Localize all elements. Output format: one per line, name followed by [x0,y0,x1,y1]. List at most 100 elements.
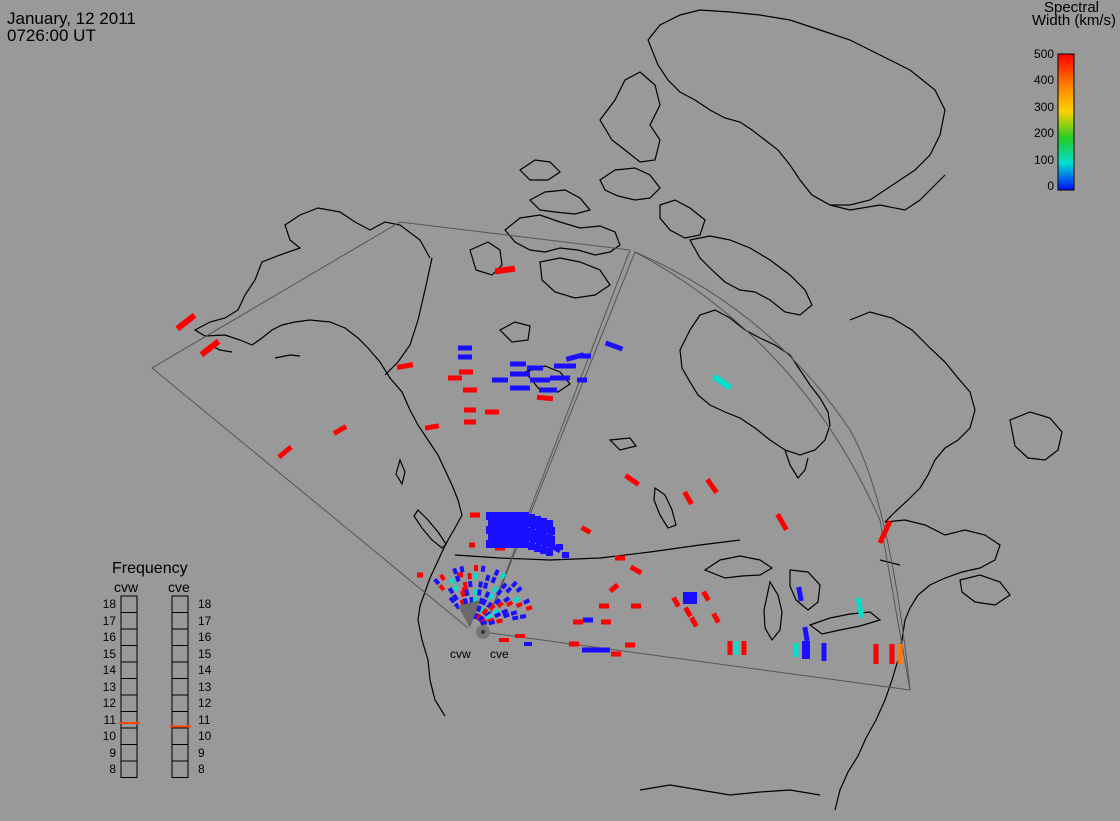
colorbar-title-line2: Width (km/s) [1031,12,1116,29]
backscatter-cell [488,620,495,626]
coastline-haida-gwaii [395,458,406,486]
backscatter-cell [582,647,610,653]
backscatter-cell [530,520,537,526]
backscatter-cell [396,362,414,370]
backscatter-cell [701,590,711,602]
backscatter-cell [683,592,697,604]
backscatter-cell [775,512,789,532]
lake-winnipeg [653,486,677,529]
backscatter-cell [503,596,511,604]
backscatter-cell [802,626,810,642]
backscatter-cell [462,581,468,589]
frequency-scale-label: 10 [198,729,212,744]
backscatter-cell [705,478,719,494]
backscatter-cell [796,586,804,602]
backscatter-cell [569,641,579,647]
backscatter-cell [897,644,903,664]
frequency-scale-label: 16 [198,630,212,645]
backscatter-cell [580,525,592,535]
backscatter-cell [510,540,517,548]
backscatter-cell [498,512,505,520]
coastline-arctic-4 [519,159,561,181]
backscatter-cell [546,520,553,528]
backscatter-cell [631,603,641,609]
backscatter-cell [712,373,732,391]
frequency-scale-label: 17 [102,613,116,628]
backscatter-cell [727,641,733,655]
backscatter-cell [478,581,484,588]
backscatter-cell [505,586,513,594]
frequency-scale-label: 15 [198,646,212,661]
cve-site-dot [481,630,485,634]
backscatter-cell [452,584,459,592]
coastline-newfoundland [1009,411,1063,461]
frequency-scale-label: 8 [198,762,205,777]
backscatter-cell [510,580,518,588]
coastline-greenland-south [829,174,946,211]
frequency-scale-label: 9 [198,745,205,760]
frequency-scale-label: 14 [102,663,116,678]
backscatter-cell [877,520,893,544]
backscatter-cell [510,610,518,616]
backscatter-cell [528,542,535,550]
backscatter-cell [277,444,293,460]
coastline-arctic-2 [529,189,592,215]
backscatter-cell [562,552,569,558]
coastline-arctic-3 [599,167,661,201]
frequency-scale-label: 17 [198,613,212,628]
backscatter-cell [470,512,480,518]
backscatter-cell [498,540,505,548]
backscatter-cell [601,619,611,625]
backscatter-cell [452,567,458,575]
backscatter-cell [536,394,554,402]
backscatter-cell [486,601,494,609]
backscatter-cell [473,572,478,580]
backscatter-cell [484,591,491,599]
backscatter-cell [534,530,541,538]
fov-cvw-outline [151,221,631,633]
backscatter-cell [506,533,513,541]
coastline-labrador [849,311,976,523]
backscatter-cell [485,613,493,620]
backscatter-cell [462,597,469,605]
frequency-column-r [171,595,189,778]
coastline-arctic-6 [659,199,706,239]
backscatter-cell [492,377,508,383]
frequency-scale-label: 12 [102,696,116,711]
backscatter-cell [492,512,499,520]
frequency-scale-label: 16 [102,630,116,645]
backscatter-cell [464,419,476,425]
backscatter-cell [518,519,525,527]
coastline-arctic-1 [504,214,621,256]
fov-cve-arc [634,251,911,691]
backscatter-cell [458,345,472,351]
border-canada-us [454,539,901,566]
coastline-banks-island [469,241,503,276]
backscatter-cell [506,600,514,608]
backscatter-cell [515,601,523,608]
backscatter-cell [506,519,513,527]
radar-field-of-view [151,221,911,691]
backscatter-cell [528,528,535,536]
backscatter-cell [540,518,547,526]
backscatter-cell [501,608,509,615]
frequency-scale-label: 14 [198,663,212,678]
backscatter-cell [488,533,495,541]
backscatter-cell [500,519,507,527]
backscatter-cell [491,586,499,594]
time-label: 0726:00 UT [7,26,96,45]
backscatter-cell [516,526,523,534]
cvw-site-fan [458,600,480,628]
backscatter-cell [889,644,895,664]
backscatter-cell [199,338,221,358]
backscatter-cell [515,634,525,638]
backscatter-cell [463,387,477,393]
coastline-vancouver-island [413,509,447,549]
backscatter-cell [464,407,476,413]
backscatter-cell [530,535,537,543]
backscatter-cell [175,312,197,332]
backscatter-cell [459,369,473,375]
backscatter-cell [536,537,543,545]
backscatter-cell [462,587,468,593]
backscatter-cell [482,582,489,590]
